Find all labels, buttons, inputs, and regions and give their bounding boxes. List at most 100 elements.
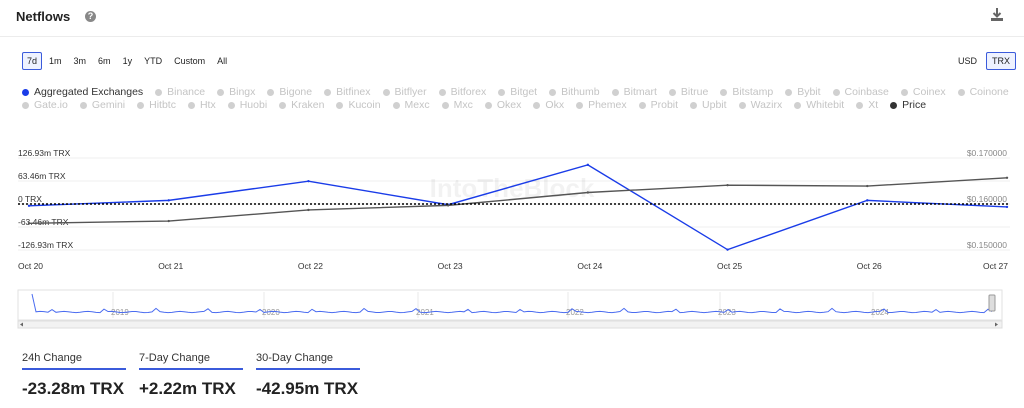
timeframe-7d-button[interactable]: 7d: [22, 52, 43, 70]
legend-label: Phemex: [588, 99, 627, 111]
help-icon[interactable]: ?: [85, 11, 96, 22]
legend-label: Kucoin: [348, 99, 381, 111]
y-left-tick-label: -63.46m TRX: [18, 217, 69, 227]
x-tick-label: Oct 23: [438, 261, 463, 271]
timeframe-ytd-button[interactable]: YTD: [144, 56, 163, 66]
legend-item-bingx[interactable]: Bingx: [217, 86, 255, 98]
timeframe-6m-button[interactable]: 6m: [98, 56, 111, 66]
legend-label: Okex: [496, 99, 522, 111]
legend-item-coinone[interactable]: Coinone: [957, 86, 1009, 98]
scroll-left-arrow-icon[interactable]: [20, 322, 23, 327]
legend-dot-icon: [611, 88, 619, 96]
stat-30d: 30-Day Change -42.95m TRX: [256, 352, 360, 399]
legend-item-phemex[interactable]: Phemex: [576, 99, 627, 111]
legend-item-huobi[interactable]: Huobi: [227, 99, 267, 111]
legend-label: Htx: [199, 99, 216, 111]
change-stats: 24h Change -23.28m TRX 7-Day Change +2.2…: [22, 352, 360, 399]
legend-item-price[interactable]: Price: [890, 99, 926, 111]
legend-dot-icon: [832, 88, 840, 96]
timeframe-1y-button[interactable]: 1y: [122, 56, 133, 66]
legend-item-wazirx[interactable]: Wazirx: [738, 99, 782, 111]
legend-item-bitfinex[interactable]: Bitfinex: [324, 86, 371, 98]
legend-label: Binance: [167, 86, 206, 98]
legend-item-hitbtc[interactable]: Hitbtc: [137, 99, 176, 111]
legend-label: Whitebit: [806, 99, 845, 111]
legend-item-bitstamp[interactable]: Bitstamp: [720, 86, 773, 98]
legend-label: Hitbtc: [149, 99, 176, 111]
legend-item-whitebit[interactable]: Whitebit: [794, 99, 844, 111]
legend-item-coinex[interactable]: Coinex: [900, 86, 946, 98]
x-tick-label: Oct 27: [983, 261, 1008, 271]
legend-item-bitrue[interactable]: Bitrue: [668, 86, 708, 98]
legend-item-okex[interactable]: Okex: [484, 99, 522, 111]
legend-dot-icon: [137, 101, 145, 109]
y-right-tick-label: $0.170000: [967, 148, 1007, 158]
y-left-tick-label: 63.46m TRX: [18, 171, 66, 181]
timeframe-custom-button[interactable]: Custom: [174, 56, 206, 66]
legend-item-bitforex[interactable]: Bitforex: [438, 86, 487, 98]
legend-dot-icon: [690, 101, 698, 109]
legend-item-okx[interactable]: Okx: [533, 99, 564, 111]
timeframe-1m-button[interactable]: 1m: [49, 56, 62, 66]
legend-label: Coinex: [912, 86, 946, 98]
legend-item-bybit[interactable]: Bybit: [785, 86, 821, 98]
stat-24h: 24h Change -23.28m TRX: [22, 352, 126, 399]
legend-item-kucoin[interactable]: Kucoin: [336, 99, 381, 111]
navigator-handle[interactable]: [988, 294, 996, 312]
legend-dot-icon: [22, 88, 29, 96]
legend-item-upbit[interactable]: Upbit: [690, 99, 727, 111]
data-point: [307, 208, 310, 212]
legend-dot-icon: [533, 101, 541, 109]
legend-item-bithumb[interactable]: Bithumb: [549, 86, 600, 98]
series-line-netflow: [28, 164, 1008, 251]
currency-trx-button[interactable]: TRX: [986, 52, 1017, 70]
legend-item-coinbase[interactable]: Coinbase: [832, 86, 889, 98]
legend-dot-icon: [336, 101, 344, 109]
legend-label: Okx: [545, 99, 565, 111]
data-point: [726, 248, 729, 251]
data-point: [866, 199, 869, 202]
legend-item-xt[interactable]: Xt: [856, 99, 878, 111]
legend-item-htx[interactable]: Htx: [187, 99, 216, 111]
legend-item-bitflyer[interactable]: Bitflyer: [382, 86, 427, 98]
legend-dot-icon: [638, 101, 646, 109]
timeframe-selector: 7d 1m 3m 6m 1y YTD Custom All: [22, 52, 232, 70]
legend-label: Coinone: [969, 86, 1009, 98]
legend-dot-icon: [785, 88, 793, 96]
legend-item-aggregated-exchanges[interactable]: Aggregated Exchanges: [22, 86, 143, 98]
data-point: [726, 183, 729, 187]
legend-item-bitget[interactable]: Bitget: [498, 86, 537, 98]
legend-item-gate-io[interactable]: Gate.io: [22, 99, 68, 111]
timeframe-all-button[interactable]: All: [217, 56, 228, 66]
legend-dot-icon: [900, 88, 908, 96]
legend-label: Bitfinex: [336, 86, 371, 98]
legend-label: Xt: [868, 99, 879, 111]
time-navigator[interactable]: 2019 2020 2021 2022 2023 2024: [0, 286, 1024, 332]
timeframe-3m-button[interactable]: 3m: [73, 56, 87, 66]
x-tick-label: Oct 25: [717, 261, 742, 271]
stat-7d: 7-Day Change +2.22m TRX: [139, 352, 243, 399]
y-right-tick-label: $0.150000: [967, 240, 1007, 250]
legend-dot-icon: [22, 101, 29, 109]
series-line-price: [28, 177, 1008, 225]
legend-item-mexc[interactable]: Mexc: [392, 99, 430, 111]
currency-usd-button[interactable]: USD: [958, 56, 978, 66]
scroll-right-arrow-icon[interactable]: [995, 322, 998, 327]
legend-item-gemini[interactable]: Gemini: [79, 99, 126, 111]
legend-label: Probit: [650, 99, 679, 111]
legend-item-kraken[interactable]: Kraken: [279, 99, 324, 111]
legend-item-binance[interactable]: Binance: [155, 86, 205, 98]
navigator-scrollbar[interactable]: [17, 320, 1003, 329]
legend-item-bigone[interactable]: Bigone: [267, 86, 312, 98]
legend-item-probit[interactable]: Probit: [638, 99, 679, 111]
chart-legend: Aggregated Exchanges Binance Bingx Bigone Bi…: [22, 86, 1012, 111]
legend-label: Bigone: [279, 86, 313, 98]
navigator-year-label: 2022: [566, 308, 584, 317]
legend-item-bitmart[interactable]: Bitmart: [611, 86, 657, 98]
stat-value: -23.28m TRX: [22, 379, 125, 398]
legend-label: Bitforex: [450, 86, 487, 98]
download-icon[interactable]: [989, 7, 1005, 23]
legend-item-mxc[interactable]: Mxc: [441, 99, 473, 111]
legend-label: Bithumb: [561, 86, 600, 98]
legend-label: Gemini: [91, 99, 126, 111]
